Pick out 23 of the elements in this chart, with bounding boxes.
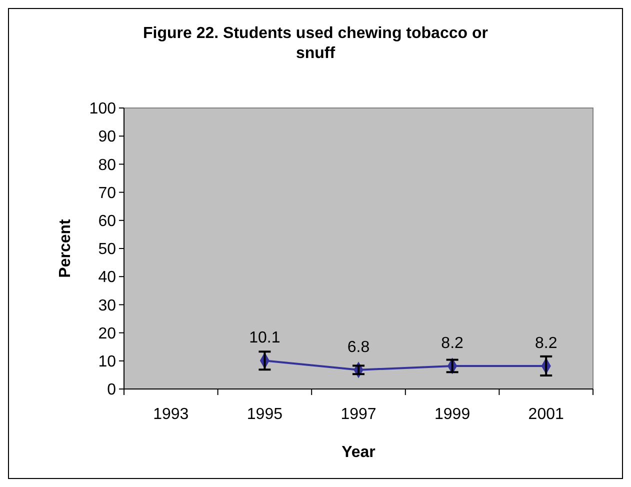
x-tick-label: 1993	[153, 406, 189, 423]
data-label: 6.8	[347, 338, 370, 356]
data-label: 8.2	[534, 334, 558, 352]
y-tick-label: 50	[98, 241, 116, 258]
y-axis-title: Percent	[57, 218, 74, 278]
y-tick-label: 70	[98, 184, 116, 202]
x-axis-title: Year	[342, 444, 376, 461]
y-tick-label: 80	[98, 156, 116, 174]
x-tick-label: 1999	[434, 406, 470, 423]
y-tick-label: 90	[98, 128, 116, 146]
y-tick-label: 40	[98, 269, 116, 286]
y-tick-label: 100	[89, 100, 116, 118]
x-tick-label: 1997	[340, 406, 376, 423]
y-tick-label: 30	[98, 297, 116, 314]
x-tick-label: 2001	[528, 406, 564, 423]
data-label: 8.2	[441, 334, 464, 352]
y-tick-label: 10	[98, 354, 116, 370]
chart-title: Figure 22. Students used chewing tobacco or snuff	[143, 25, 488, 62]
y-tick-label: 60	[98, 213, 116, 230]
y-tick-label: 0	[107, 382, 116, 399]
data-label: 10.1	[249, 330, 280, 347]
x-tick-label: 1995	[246, 406, 283, 423]
y-tick-label: 20	[98, 325, 116, 342]
